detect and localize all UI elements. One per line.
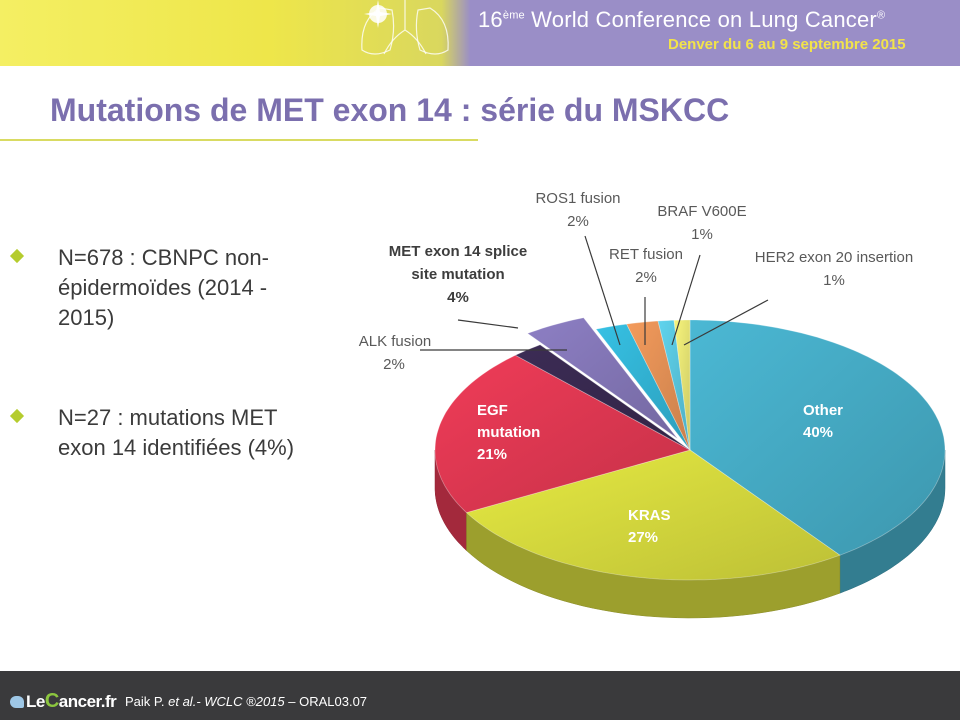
leader-line-ros1-fusion	[584, 235, 621, 346]
lecancer-logo: LeCancer.fr	[10, 690, 117, 713]
footer-bar	[0, 671, 960, 720]
data-label-other: 40%	[803, 424, 833, 441]
pie-slice-braf-v600e	[657, 319, 691, 451]
data-label-her2-exon-20-insertion: 1%	[823, 272, 845, 289]
category-label-ros1-fusion: ROS1 fusion	[535, 190, 620, 207]
category-label-kras: KRAS	[628, 507, 671, 524]
pie-slice-egf-mutation	[434, 354, 692, 514]
bullet-text: N=27 : mutations MET exon 14 identifiées…	[58, 405, 295, 460]
category-label-other: Other	[803, 402, 843, 419]
category-label-alk-fusion: ALK fusion	[359, 333, 432, 350]
category-label-egf-mutation: mutation	[477, 424, 540, 441]
bullet-text: N=678 : CBNPC non-épidermoïdes (2014 - 2…	[58, 245, 269, 330]
pie-slice-ros1-fusion	[595, 323, 691, 451]
conference-banner	[0, 0, 960, 66]
category-label-met-exon-14-splice-site-mutation: MET exon 14 splice	[389, 243, 527, 260]
logo-mark-icon	[10, 696, 24, 708]
data-label-braf-v600e: 1%	[691, 226, 713, 243]
title-underline	[0, 139, 478, 141]
leader-line-braf-v600e	[671, 254, 701, 346]
leader-line-met-exon-14-splice-site-mutation	[457, 319, 519, 329]
category-label-braf-v600e: BRAF V600E	[657, 203, 746, 220]
data-label-egf-mutation: 21%	[477, 446, 507, 463]
data-label-ret-fusion: 2%	[635, 269, 657, 286]
data-label-alk-fusion: 2%	[383, 356, 405, 373]
category-label-egf-mutation: EGF	[477, 402, 508, 419]
conference-dates: Denver du 6 au 9 septembre 2015	[668, 36, 906, 53]
category-label-her2-exon-20-insertion: HER2 exon 20 insertion	[755, 249, 913, 266]
lung-illustration-icon	[361, 0, 449, 55]
pie-slice-ret-fusion	[625, 320, 691, 451]
slide-title: Mutations de MET exon 14 : série du MSKC…	[50, 92, 730, 128]
pie-slice-met-exon-14-splice-site-mutation	[526, 317, 678, 439]
leader-line-her2-exon-20-insertion	[683, 299, 769, 346]
pie-slice-her2-exon-20-insertion	[673, 319, 691, 451]
pie-slice-other	[689, 319, 946, 556]
pie-slice-kras	[465, 449, 841, 581]
data-label-ros1-fusion: 2%	[567, 213, 589, 230]
citation: Paik P. et al.- WCLC ®2015 – ORAL03.07	[125, 694, 368, 709]
category-label-ret-fusion: RET fusion	[609, 246, 683, 263]
data-label-kras: 27%	[628, 529, 658, 546]
category-label-met-exon-14-splice-site-mutation: site mutation	[411, 266, 504, 283]
data-label-met-exon-14-splice-site-mutation: 4%	[447, 289, 469, 306]
conference-title: 16ème World Conference on Lung Cancer®	[478, 7, 886, 32]
